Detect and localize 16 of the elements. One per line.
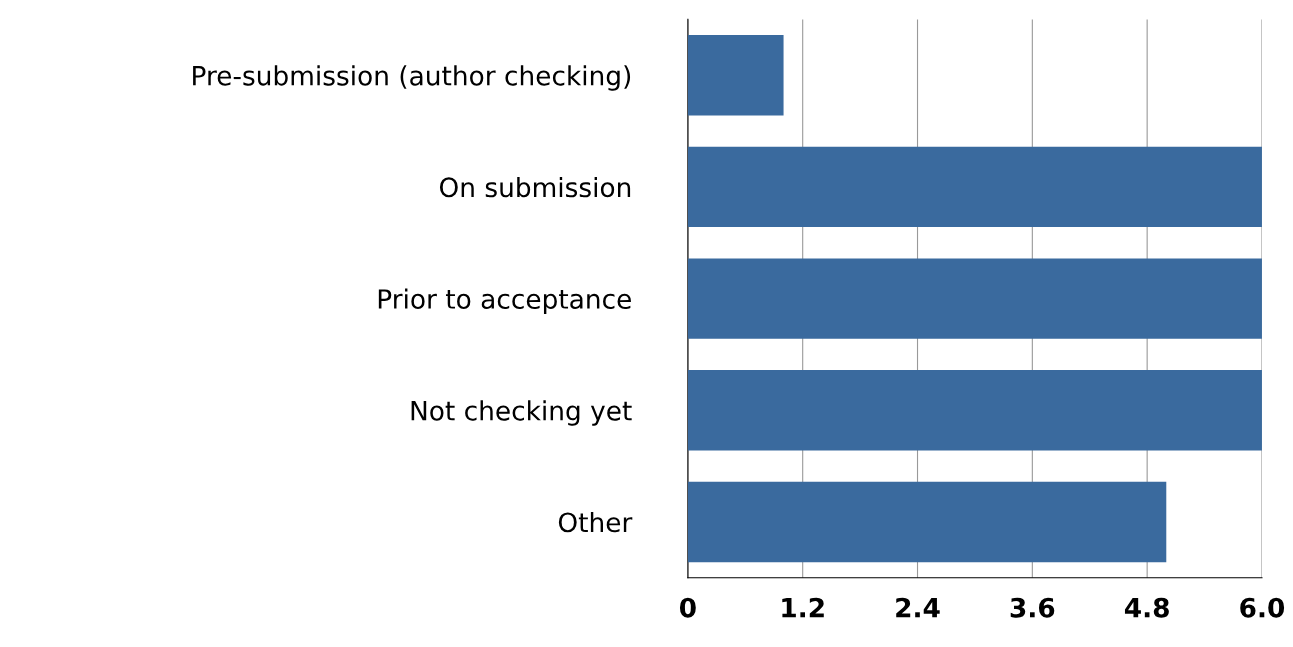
x-tick-label: 6.0	[1240, 597, 1285, 618]
y-tick-label: Other	[558, 511, 633, 533]
y-tick-label: On submission	[439, 176, 631, 198]
bar	[687, 370, 1262, 451]
x-tick-label: 3.6	[1010, 597, 1055, 618]
y-tick-label: Pre-submission (author checking)	[193, 65, 631, 91]
bar	[687, 35, 784, 116]
x-tick-label: 4.8	[1124, 597, 1169, 618]
bar	[687, 146, 1262, 228]
y-tick-label: Not checking yet	[411, 400, 632, 426]
bar	[687, 258, 1262, 339]
y-tick-label: Prior to acceptance	[378, 288, 631, 315]
x-tick-label: 1.2	[782, 597, 824, 618]
x-tick-label: 0	[679, 597, 696, 618]
bar	[687, 481, 1167, 563]
x-tick-label: 2.4	[896, 597, 940, 618]
